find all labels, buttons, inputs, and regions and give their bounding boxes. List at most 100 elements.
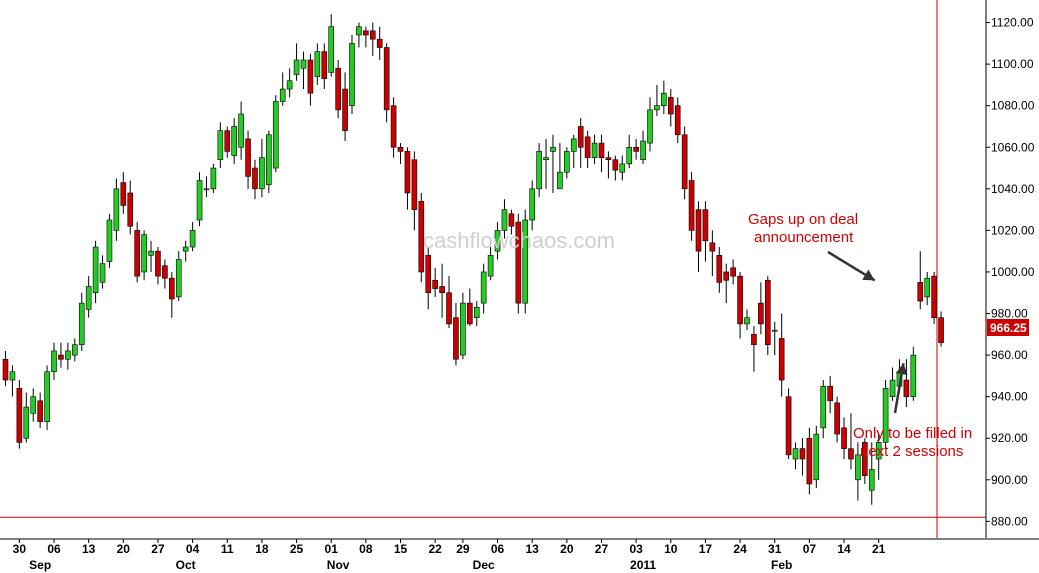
candle-body-up <box>910 354 917 397</box>
candle-body-down <box>224 130 231 152</box>
x-tick-label: 03 <box>629 542 643 556</box>
month-label: 2011 <box>630 558 656 572</box>
y-tick-label: 900.00 <box>991 473 1028 487</box>
y-tick-label: 920.00 <box>991 431 1028 445</box>
candle-body-down <box>169 277 175 300</box>
x-tick-label: 18 <box>255 542 269 556</box>
x-tick-label: 13 <box>526 542 540 556</box>
y-tick-label: 880.00 <box>991 514 1028 528</box>
candle-body-up <box>266 134 272 185</box>
x-tick-label: 06 <box>491 542 505 556</box>
candle-body-up <box>792 448 799 460</box>
x-tick-label: 06 <box>47 542 61 556</box>
candle-body-down <box>16 388 23 443</box>
candle-body-up <box>771 329 778 332</box>
candle-body-down <box>758 302 764 325</box>
candle-body-down <box>127 192 134 227</box>
candle-body-down <box>342 88 348 131</box>
candle-body-down <box>37 400 43 422</box>
x-tick-label: 30 <box>13 542 27 556</box>
gap-annotation-line1: Gaps up on deal <box>748 211 858 228</box>
x-tick-label: 14 <box>837 542 851 556</box>
candle-body-down <box>667 97 674 115</box>
gap-arrow-head <box>862 269 875 281</box>
candle-body-down <box>335 67 341 111</box>
candle-body-down <box>404 151 411 194</box>
candle-body-up <box>654 105 660 111</box>
candle-body-up <box>744 317 750 325</box>
candle-body-up <box>647 109 653 144</box>
candle-body-up <box>175 259 182 298</box>
x-tick-label: 22 <box>428 542 442 556</box>
x-tick-label: 29 <box>456 542 470 556</box>
candle-body-up <box>875 442 882 460</box>
candle-body-up <box>99 263 106 283</box>
candle-body-up <box>543 157 549 161</box>
y-tick-label: 1080.00 <box>991 99 1035 113</box>
x-tick-label: 31 <box>768 542 782 556</box>
candle-body-up <box>23 406 30 439</box>
candle-body-down <box>695 209 702 252</box>
candle-body-down <box>633 146 639 152</box>
y-axis: 880.00 900.00 920.00 940.00 960.00 980.00 1000… <box>985 0 1035 538</box>
x-tick-label: 10 <box>664 542 678 556</box>
candle-body-up <box>813 433 820 481</box>
candle-body-up <box>92 246 99 294</box>
reference-lines <box>0 0 1039 540</box>
candle-body-down <box>737 275 743 325</box>
candle-body-down <box>439 286 445 294</box>
candle-body-up <box>141 234 147 273</box>
candle-body-up <box>480 271 487 304</box>
y-tick-label: 1020.00 <box>991 223 1035 237</box>
candle-body-down <box>674 105 681 136</box>
candle-body-down <box>764 279 771 346</box>
candle-body-down <box>363 30 369 36</box>
candle-body-down <box>252 167 258 190</box>
annotations-layer: Gaps up on deal announcement Only to be … <box>748 211 972 460</box>
x-tick-label: 01 <box>325 542 339 556</box>
candle-body-up <box>238 113 244 148</box>
y-tick-label: 980.00 <box>991 307 1028 321</box>
candle-body-down <box>723 271 730 281</box>
last-price-marker: 966.25 <box>987 319 1029 336</box>
candle-body-down <box>862 442 868 476</box>
month-label: Feb <box>771 558 792 572</box>
candle-body-down <box>397 146 404 152</box>
month-label: Nov <box>327 558 350 572</box>
candle-body-down <box>2 358 9 381</box>
candle-body-up <box>550 146 556 152</box>
y-tick-label: 1000.00 <box>991 265 1035 279</box>
x-tick-label: 27 <box>595 542 609 556</box>
candle-body-down <box>369 30 376 40</box>
candle-body-up <box>494 230 501 252</box>
candle-body-up <box>300 59 307 69</box>
candle-body-up <box>78 302 85 346</box>
x-tick-label: 07 <box>803 542 817 556</box>
x-tick-label: 15 <box>394 542 408 556</box>
candle-body-down <box>681 134 688 190</box>
x-tick-label: 13 <box>82 542 96 556</box>
candle-body-up <box>820 385 827 429</box>
candle-body-up <box>113 188 120 231</box>
candle-body-down <box>834 402 840 435</box>
candle-body-up <box>314 51 321 77</box>
candle-body-up <box>882 388 889 443</box>
candle-body-up <box>259 157 265 190</box>
candle-body-down <box>155 250 161 277</box>
x-tick-label: 20 <box>117 542 131 556</box>
candle-body-up <box>570 138 577 152</box>
x-tick-label: 17 <box>699 542 713 556</box>
candle-body-up <box>203 188 210 191</box>
y-tick-label: 1040.00 <box>991 182 1035 196</box>
candle-body-up <box>522 219 529 304</box>
last-price-label: 966.25 <box>990 321 1027 335</box>
candle-body-down <box>751 334 757 346</box>
candle-body-down <box>688 180 695 231</box>
gap-annotation-line2: announcement <box>754 229 854 246</box>
x-tick-label: 21 <box>872 542 886 556</box>
candle-body-up <box>231 126 237 156</box>
x-tick-label: 24 <box>733 542 747 556</box>
candle-body-up <box>286 80 293 90</box>
y-tick-label: 940.00 <box>991 390 1028 404</box>
fill-arrow-head <box>895 363 908 376</box>
